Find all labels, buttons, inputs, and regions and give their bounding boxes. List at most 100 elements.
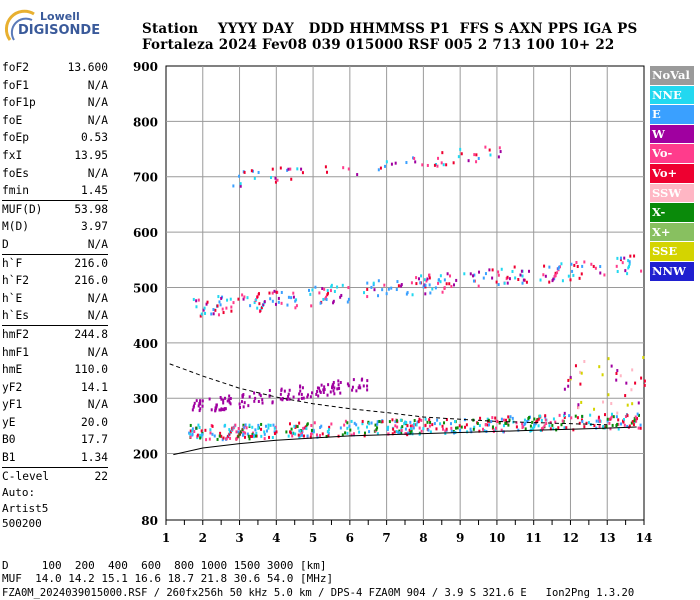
echo-point xyxy=(339,426,342,430)
echo-point xyxy=(615,371,618,375)
echo-point xyxy=(288,422,291,426)
echo-point xyxy=(558,413,561,417)
param-value: 216.0 xyxy=(74,256,108,270)
echo-point xyxy=(359,386,362,390)
echo-point xyxy=(217,313,220,317)
echo-point xyxy=(605,425,608,429)
echo-point xyxy=(273,430,276,434)
echo-point xyxy=(346,300,349,304)
echo-point xyxy=(511,416,514,420)
echo-point xyxy=(366,295,369,299)
param-row: h`F 216.0 xyxy=(2,255,108,273)
echo-point xyxy=(242,405,245,409)
echo-point xyxy=(560,262,563,266)
echo-point xyxy=(262,303,265,307)
echo-point xyxy=(626,414,629,418)
echo-point xyxy=(269,297,272,301)
true-height-profile xyxy=(173,426,637,456)
param-name: fxI xyxy=(2,148,23,162)
echo-point xyxy=(271,299,274,303)
echo-point xyxy=(442,163,445,167)
echo-point xyxy=(500,428,503,432)
echo-point xyxy=(548,265,551,269)
echo-point xyxy=(252,433,255,437)
echo-point xyxy=(390,162,393,166)
echo-point xyxy=(469,427,472,431)
echo-point xyxy=(607,393,610,397)
echo-point xyxy=(394,424,397,428)
param-name: yF2 xyxy=(2,380,23,394)
echo-point xyxy=(594,266,597,270)
echo-point xyxy=(290,177,293,181)
param-row: C-level 22 xyxy=(2,468,108,486)
param-name: yF1 xyxy=(2,398,23,412)
echo-point xyxy=(321,286,324,290)
echo-point xyxy=(429,291,432,295)
echo-point xyxy=(412,426,415,430)
param-name: B1 xyxy=(2,451,16,465)
echo-point xyxy=(259,394,262,398)
echo-point xyxy=(484,423,487,427)
echo-point xyxy=(484,145,487,149)
echo-point xyxy=(205,302,208,306)
x-tick-label: 6 xyxy=(346,531,354,545)
echo-point xyxy=(409,420,412,424)
echo-point xyxy=(325,295,328,299)
echo-point xyxy=(420,429,423,433)
echo-point xyxy=(396,425,399,429)
echo-point xyxy=(267,426,270,430)
echo-point xyxy=(300,167,303,171)
echo-point xyxy=(626,403,629,407)
echo-point xyxy=(489,153,492,157)
echo-point xyxy=(563,414,566,418)
echo-point xyxy=(400,283,403,287)
echo-point xyxy=(499,150,502,154)
echo-point xyxy=(269,176,272,180)
echo-point xyxy=(397,284,400,288)
echo-point xyxy=(313,421,316,425)
param-row: hmF1 N/A xyxy=(2,344,108,362)
echo-point xyxy=(210,408,213,412)
echo-point xyxy=(420,418,423,422)
echo-point xyxy=(603,413,606,417)
echo-point xyxy=(437,281,440,285)
echo-point xyxy=(521,281,524,285)
echo-point xyxy=(583,425,586,429)
echo-point xyxy=(556,271,559,275)
echo-point xyxy=(478,424,481,428)
echo-point xyxy=(454,420,457,424)
echo-point xyxy=(285,430,288,434)
echo-point xyxy=(626,424,629,428)
echo-point xyxy=(366,384,369,388)
echo-point xyxy=(435,163,438,167)
echo-point xyxy=(548,424,551,428)
echo-point xyxy=(395,288,398,292)
echo-point xyxy=(455,426,458,430)
param-name: hmF2 xyxy=(2,327,29,341)
echo-point xyxy=(541,427,544,431)
echo-point xyxy=(328,425,331,429)
echo-point xyxy=(357,426,360,430)
echo-point xyxy=(189,429,192,433)
echo-point xyxy=(616,411,619,415)
param-separator xyxy=(2,466,108,468)
echo-point xyxy=(394,161,397,165)
param-name: h`E xyxy=(2,291,23,305)
echo-point xyxy=(577,406,580,410)
echo-point xyxy=(490,419,493,423)
echo-point xyxy=(355,423,358,427)
echo-point xyxy=(289,167,292,171)
echo-point xyxy=(437,156,440,160)
echo-point xyxy=(201,433,204,437)
echo-point xyxy=(220,296,223,300)
echo-point xyxy=(535,419,538,423)
echo-point xyxy=(376,422,379,426)
echo-point xyxy=(488,148,491,152)
echo-point xyxy=(405,161,408,165)
echo-point xyxy=(288,388,291,392)
echo-point xyxy=(222,398,225,402)
echo-point xyxy=(428,283,431,287)
echo-point xyxy=(197,404,200,408)
echo-point xyxy=(543,264,546,268)
echo-point xyxy=(579,382,582,386)
